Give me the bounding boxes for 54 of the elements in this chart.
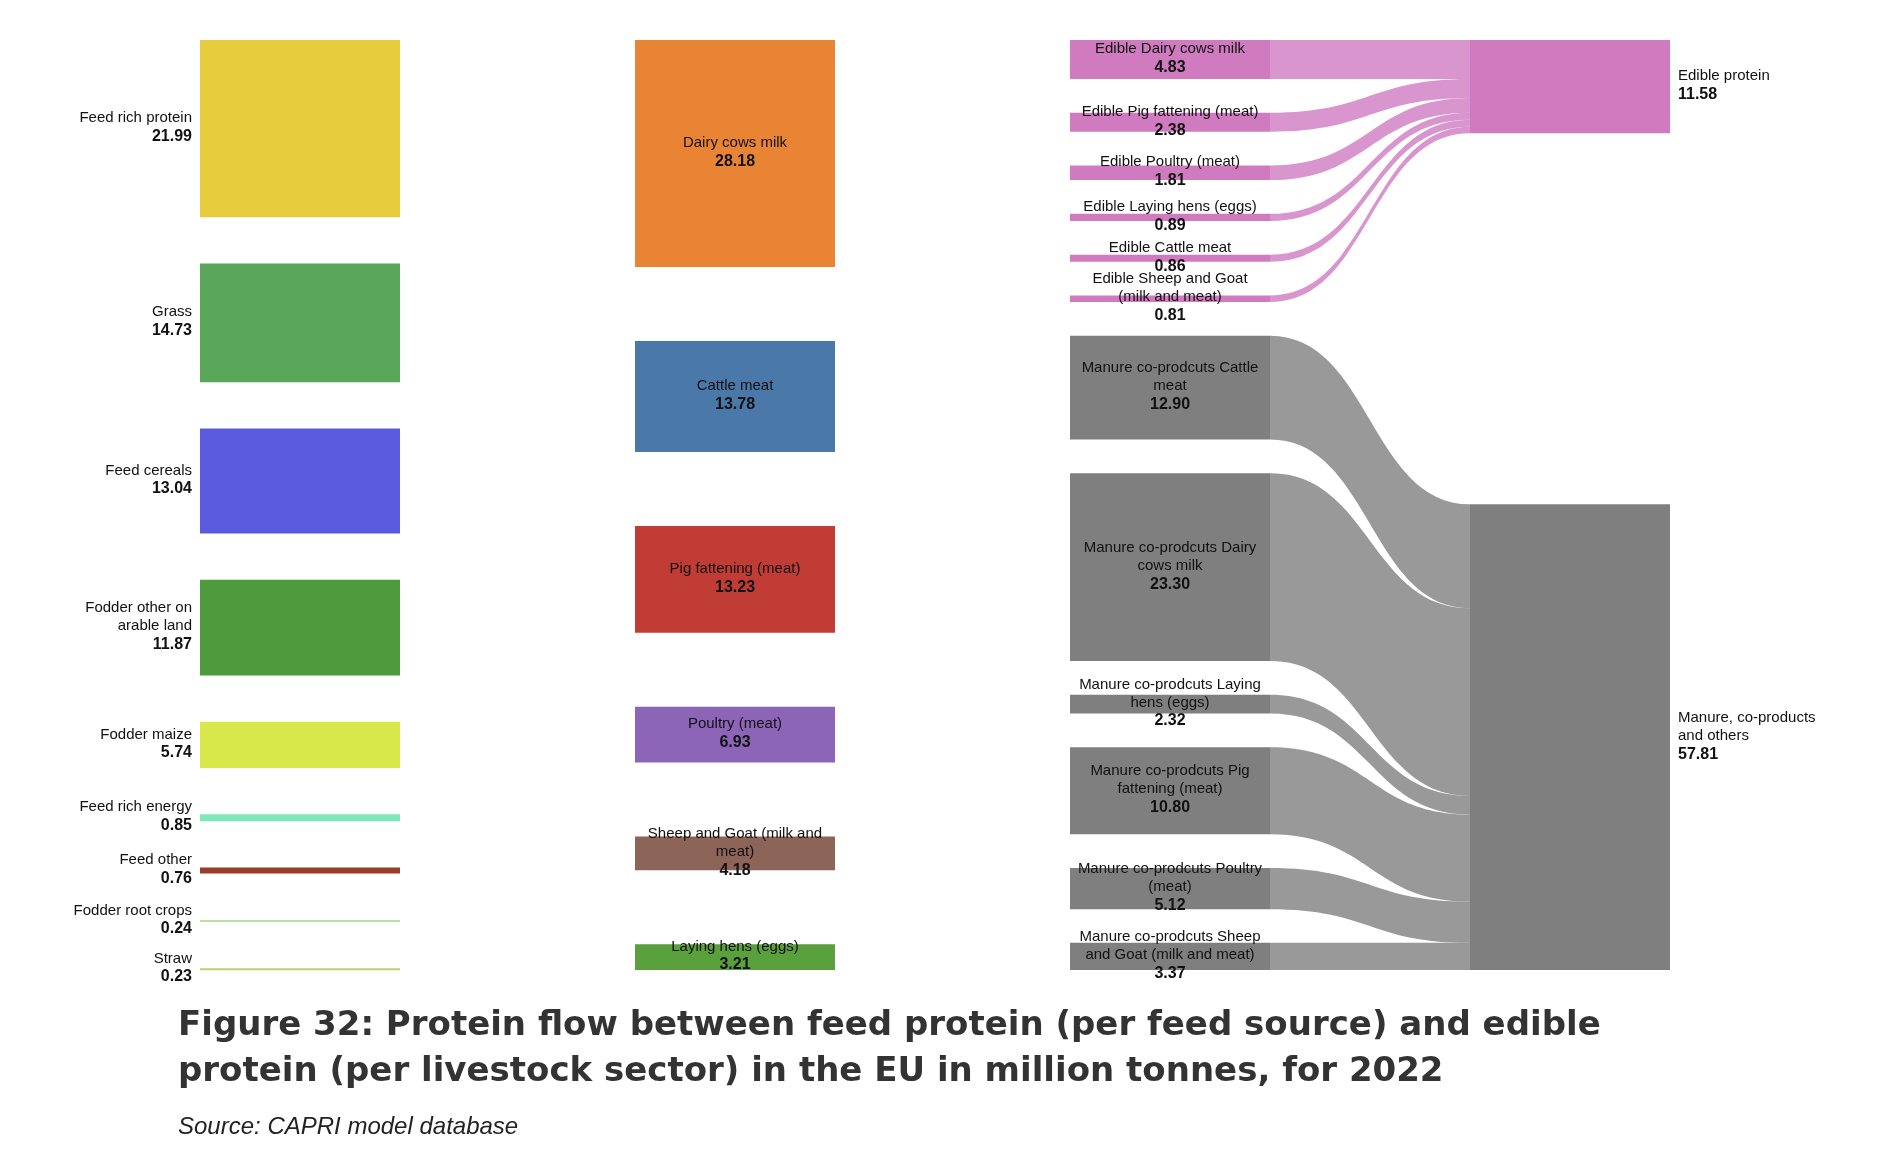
- data-label: 12.90: [1149, 395, 1191, 413]
- category-label: Fodder root crops: [73, 900, 192, 918]
- data-label: 14.73: [151, 321, 193, 339]
- category-label: Cattle meat: [696, 376, 775, 394]
- data-label: 5.74: [160, 743, 193, 761]
- category-label: Dairy cows milk: [682, 133, 788, 151]
- data-label: 21.99: [151, 126, 193, 144]
- category-label: Straw: [153, 948, 193, 966]
- data-label: 11.58: [1678, 85, 1718, 103]
- category-label: Fodder maize: [100, 724, 192, 742]
- data-label: 0.24: [160, 919, 193, 937]
- category-label: Manure, co-products and others: [1678, 707, 1816, 743]
- data-label: 23.30: [1149, 574, 1191, 592]
- data-label: 13.78: [714, 394, 756, 412]
- category-label: Feed other: [119, 850, 192, 868]
- category-label: Fodder other on arable land: [85, 598, 192, 634]
- category-label: Feed rich energy: [79, 797, 193, 815]
- category-label: Manure co-prodcuts Sheep and Goat (milk and meat): [1079, 927, 1261, 963]
- data-label: 2.32: [1154, 711, 1186, 729]
- data-label: 57.81: [1678, 744, 1719, 762]
- data-label: 0.85: [160, 816, 193, 834]
- category-label: Sheep and Goat (milk and meat): [647, 823, 823, 859]
- data-label: 13.23: [714, 577, 756, 595]
- category-label: Manure co-prodcuts Laying hens (eggs): [1079, 674, 1261, 710]
- category-label: Poultry (meat): [687, 714, 783, 732]
- category-label: Grass: [151, 302, 192, 320]
- category-label: Edible Poultry (meat): [1099, 152, 1241, 170]
- category-label: Manure co-prodcuts Dairy cows milk: [1083, 537, 1257, 573]
- data-label: 11.87: [152, 635, 193, 653]
- data-label: 10.80: [1149, 798, 1191, 816]
- data-label: 5.12: [1154, 895, 1186, 913]
- category-label: Manure co-prodcuts Poultry (meat): [1077, 859, 1263, 895]
- data-label: 28.18: [714, 151, 756, 169]
- data-label: 4.83: [1154, 57, 1186, 75]
- category-label: Edible Laying hens (eggs): [1083, 197, 1257, 215]
- data-label: 6.93: [719, 732, 751, 750]
- category-label: Edible Cattle meat: [1108, 237, 1233, 255]
- data-label: 13.04: [151, 479, 193, 497]
- data-label: 0.81: [1154, 306, 1186, 324]
- data-label: 3.37: [1154, 963, 1186, 981]
- text: Figure 32: Protein flow between feed protein (per feed source) and edible protein (per livestock sector) in the EU in million tonnes, for 2022: [178, 1002, 1602, 1091]
- category-label: Edible Dairy cows milk: [1094, 39, 1246, 57]
- category-label: Manure co-prodcuts Pig fattening (meat): [1090, 761, 1250, 797]
- data-label: 0.86: [1154, 256, 1186, 274]
- category-label: Edible protein: [1678, 66, 1770, 84]
- category-label: Feed rich protein: [79, 108, 192, 126]
- category-label: Manure co-prodcuts Cattle meat: [1081, 358, 1259, 394]
- data-label: 3.21: [719, 955, 751, 973]
- data-label: 0.76: [160, 868, 193, 886]
- category-label: Feed cereals: [105, 460, 192, 478]
- data-label: 0.89: [1154, 215, 1186, 233]
- category-label: Pig fattening (meat): [669, 558, 801, 576]
- source-note: Source: CAPRI model database: [178, 1112, 520, 1140]
- data-label: 0.23: [160, 967, 193, 985]
